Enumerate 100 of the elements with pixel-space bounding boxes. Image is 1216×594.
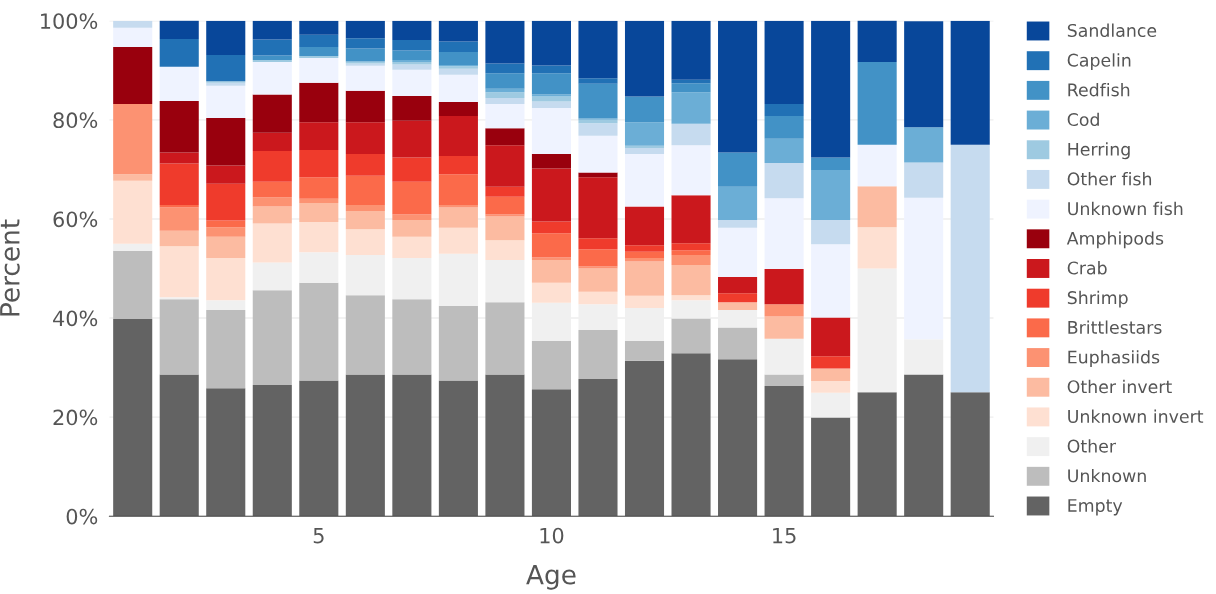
bar bbox=[113, 47, 153, 105]
bar bbox=[159, 66, 199, 102]
bar bbox=[345, 211, 385, 230]
bar bbox=[345, 229, 385, 256]
bar bbox=[392, 64, 432, 70]
bar bbox=[764, 20, 804, 105]
bar bbox=[485, 92, 525, 99]
bar bbox=[113, 104, 153, 175]
bar bbox=[671, 195, 711, 244]
bar bbox=[485, 240, 525, 261]
bar bbox=[113, 250, 153, 320]
bar bbox=[764, 162, 804, 199]
bar bbox=[159, 230, 199, 247]
bar bbox=[624, 340, 665, 361]
bar bbox=[904, 197, 944, 340]
bar bbox=[345, 48, 385, 62]
bar bbox=[159, 374, 199, 517]
bar bbox=[578, 135, 618, 173]
bar bbox=[392, 40, 432, 51]
bar bbox=[438, 156, 478, 175]
bar bbox=[299, 198, 339, 204]
bar bbox=[485, 196, 525, 215]
bar bbox=[624, 245, 665, 252]
bar bbox=[531, 73, 571, 95]
bar bbox=[671, 83, 711, 93]
bar bbox=[159, 207, 199, 231]
bar bbox=[718, 327, 758, 360]
bar bbox=[764, 104, 804, 116]
bar bbox=[438, 380, 478, 517]
y-tick-label: 40% bbox=[53, 310, 98, 327]
bar bbox=[904, 374, 944, 517]
bar bbox=[345, 374, 385, 517]
bar bbox=[438, 305, 478, 381]
bar bbox=[718, 359, 758, 517]
bar bbox=[438, 102, 478, 116]
bar bbox=[345, 255, 385, 296]
bar bbox=[206, 300, 246, 311]
bar bbox=[299, 34, 339, 48]
bar bbox=[485, 145, 525, 187]
bar bbox=[345, 295, 385, 375]
bar bbox=[764, 115, 804, 139]
bar bbox=[345, 90, 385, 123]
bar bbox=[718, 302, 758, 311]
bar bbox=[299, 57, 339, 83]
bar bbox=[159, 152, 199, 164]
bar bbox=[578, 291, 618, 305]
legend-label: Sandlance bbox=[1067, 23, 1157, 38]
bar bbox=[531, 101, 571, 108]
legend-label: Herring bbox=[1068, 142, 1130, 160]
bar bbox=[159, 246, 199, 298]
bar bbox=[438, 52, 478, 65]
bar bbox=[624, 20, 665, 97]
bar bbox=[624, 148, 665, 155]
bar bbox=[299, 203, 339, 222]
bar bbox=[531, 20, 571, 66]
bar bbox=[624, 258, 665, 262]
bar bbox=[578, 123, 618, 136]
bar bbox=[345, 205, 385, 212]
bar bbox=[392, 236, 432, 259]
bar bbox=[671, 353, 711, 517]
y-tick-label: 0% bbox=[66, 508, 98, 525]
bar bbox=[485, 73, 525, 89]
bar bbox=[299, 150, 339, 178]
bar bbox=[578, 20, 618, 79]
y-axis-title: Percent bbox=[0, 219, 20, 316]
bar bbox=[811, 244, 851, 318]
bar bbox=[392, 214, 432, 220]
bar bbox=[764, 198, 804, 269]
bar bbox=[718, 276, 758, 294]
bar bbox=[206, 117, 246, 166]
bar bbox=[578, 172, 618, 178]
bar bbox=[438, 115, 478, 157]
legend-label: Euphasiids bbox=[1068, 350, 1160, 367]
bar bbox=[206, 165, 246, 184]
bar bbox=[438, 205, 478, 208]
bar bbox=[159, 163, 199, 206]
bar bbox=[206, 236, 246, 259]
legend-label: Redfish bbox=[1068, 82, 1130, 97]
bar bbox=[671, 295, 711, 301]
bar bbox=[392, 299, 432, 375]
bar bbox=[718, 227, 758, 277]
x-axis-title: Age bbox=[526, 564, 576, 590]
bar bbox=[113, 27, 153, 48]
bar bbox=[718, 152, 758, 187]
bar bbox=[811, 20, 851, 158]
bar bbox=[345, 65, 385, 91]
bar bbox=[624, 261, 665, 296]
bar bbox=[811, 219, 851, 245]
bar bbox=[624, 96, 665, 123]
bar bbox=[485, 216, 525, 241]
bar bbox=[206, 258, 246, 301]
legend-label: Unknown invert bbox=[1068, 409, 1204, 423]
bar bbox=[531, 154, 571, 169]
bar bbox=[671, 265, 711, 296]
bar bbox=[252, 290, 292, 385]
bar bbox=[252, 223, 292, 263]
bar bbox=[531, 282, 571, 303]
legend-label: Shrimp bbox=[1067, 290, 1128, 308]
bar bbox=[113, 20, 153, 28]
bar bbox=[252, 181, 292, 198]
